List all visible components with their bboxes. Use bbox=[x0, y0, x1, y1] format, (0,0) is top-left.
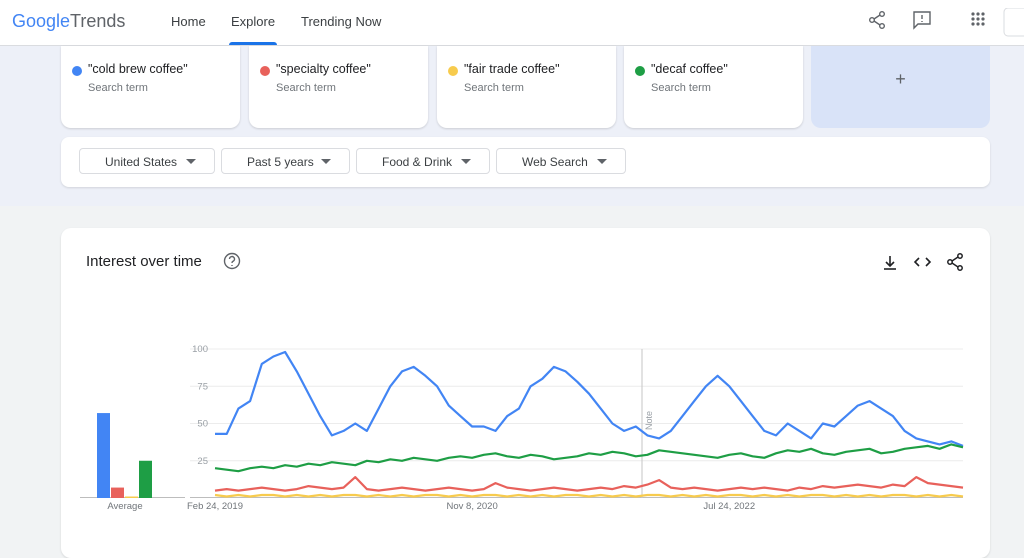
average-bar bbox=[97, 413, 110, 498]
term-card[interactable]: "decaf coffee" Search term bbox=[624, 46, 803, 128]
term-card[interactable]: "cold brew coffee" Search term bbox=[61, 46, 240, 128]
filter-bar bbox=[61, 137, 990, 187]
term-sub: Search term bbox=[276, 82, 336, 94]
y-tick-label: 25 bbox=[197, 456, 208, 467]
download-icon[interactable] bbox=[884, 256, 896, 270]
term-dot bbox=[635, 66, 645, 76]
x-tick-label: Feb 24, 2019 bbox=[187, 501, 243, 512]
term-sub: Search term bbox=[651, 82, 711, 94]
add-term[interactable]: + bbox=[811, 46, 990, 128]
series-line bbox=[215, 350, 964, 447]
embed-icon[interactable] bbox=[913, 257, 932, 267]
term-sub: Search term bbox=[88, 82, 148, 94]
nav-link[interactable]: Explore bbox=[228, 14, 278, 45]
logo-google: Google bbox=[12, 11, 71, 31]
term-dot bbox=[260, 66, 270, 76]
series-line bbox=[214, 443, 964, 473]
term-label: "decaf coffee" bbox=[651, 62, 728, 76]
term-sub: Search term bbox=[464, 82, 524, 94]
term-label: "specialty coffee" bbox=[276, 62, 371, 76]
average-bar bbox=[125, 496, 138, 498]
filter-dropdown[interactable]: Web Search bbox=[496, 148, 626, 174]
average-bar bbox=[139, 460, 152, 498]
chart-card bbox=[61, 228, 990, 558]
x-label: Average bbox=[107, 501, 142, 512]
series-line bbox=[214, 493, 964, 498]
share-icon[interactable] bbox=[868, 11, 886, 29]
logo[interactable]: GoogleTrends bbox=[12, 11, 125, 32]
panel-title: Interest over time bbox=[86, 253, 202, 270]
filter-dropdown[interactable]: Past 5 years bbox=[221, 148, 350, 174]
y-tick-label: 75 bbox=[197, 381, 208, 392]
feedback-icon[interactable] bbox=[913, 11, 931, 30]
help-icon[interactable] bbox=[223, 252, 241, 270]
term-card[interactable]: "specialty coffee" Search term bbox=[249, 46, 428, 128]
series-line bbox=[214, 476, 964, 492]
share-icon[interactable] bbox=[947, 253, 963, 271]
logo-trends: Trends bbox=[70, 11, 126, 31]
header-icons bbox=[868, 8, 1024, 37]
y-tick-label: 100 bbox=[192, 344, 208, 355]
header bbox=[0, 0, 1024, 46]
x-tick-label: Nov 8, 2020 bbox=[447, 501, 498, 512]
account-box[interactable] bbox=[1003, 8, 1024, 37]
filter-dropdown[interactable]: United States bbox=[79, 148, 215, 174]
annotation: Note bbox=[644, 411, 654, 430]
term-dot bbox=[448, 66, 458, 76]
x-tick-label: Jul 24, 2022 bbox=[703, 501, 755, 512]
nav-link[interactable]: Home bbox=[171, 14, 206, 29]
nav-link[interactable]: Trending Now bbox=[301, 14, 382, 29]
term-card[interactable]: "fair trade coffee" Search term bbox=[437, 46, 616, 128]
y-tick-label: 50 bbox=[197, 419, 208, 430]
term-dot bbox=[72, 66, 82, 76]
average-bar bbox=[111, 487, 124, 498]
filter-dropdown[interactable]: Food & Drink bbox=[356, 148, 490, 174]
term-label: "cold brew coffee" bbox=[88, 62, 188, 76]
term-label: "fair trade coffee" bbox=[464, 62, 560, 76]
apps-icon[interactable] bbox=[971, 12, 985, 26]
